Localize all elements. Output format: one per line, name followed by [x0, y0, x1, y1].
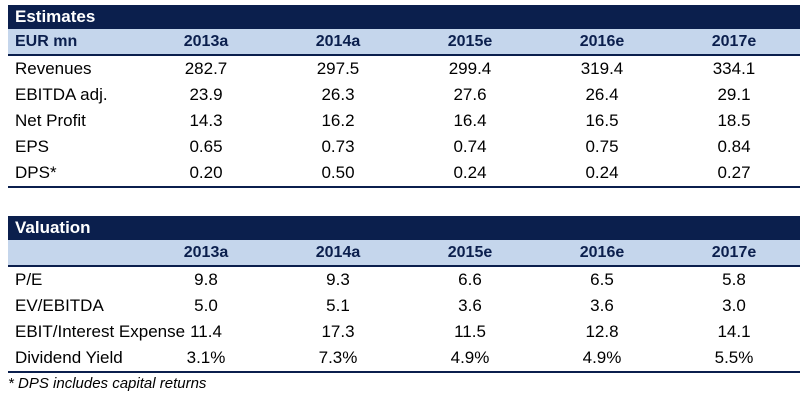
table-cell: 299.4: [448, 59, 492, 78]
table-row: Dividend Yield 3.1% 7.3% 4.9% 4.9% 5.5%: [8, 345, 800, 372]
row-label-net-profit: Net Profit: [15, 111, 86, 130]
table-cell: 14.1: [717, 322, 751, 341]
table-cell: 319.4: [580, 59, 624, 78]
table-cell: 3.1%: [186, 348, 226, 367]
table-cell: 11.4: [190, 322, 222, 341]
table-cell: 0.50: [321, 163, 355, 182]
row-label-dividend-yield: Dividend Yield: [15, 348, 123, 367]
table-row: Revenues 282.7 297.5 299.4 319.4 334.1: [8, 55, 800, 82]
table-cell: 5.8: [722, 270, 746, 289]
row-label-dps: DPS*: [15, 163, 57, 182]
table-row: Net Profit 14.3 16.2 16.4 16.5 18.5: [8, 108, 800, 134]
table-cell: 4.9%: [450, 348, 490, 367]
valuation-year-header: 2014a: [272, 240, 404, 267]
estimates-year-header: 2017e: [668, 29, 800, 56]
table-cell: 9.3: [326, 270, 350, 289]
table-cell: 3.6: [458, 296, 482, 315]
table-cell: 14.3: [189, 111, 223, 130]
table-cell: 0.65: [189, 137, 223, 156]
table-cell: 11.5: [454, 322, 486, 341]
estimates-header-row: EUR mn 2013a 2014a 2015e 2016e 2017e: [8, 29, 800, 56]
valuation-title-row: Valuation: [8, 216, 800, 240]
table-cell: 16.4: [453, 111, 487, 130]
table-cell: 7.3%: [318, 348, 358, 367]
estimates-title: Estimates: [8, 5, 800, 29]
table-cell: 17.3: [321, 322, 355, 341]
table-cell: 5.0: [194, 296, 218, 315]
table-cell: 26.4: [585, 85, 619, 104]
estimates-unit-label: EUR mn: [8, 29, 140, 56]
valuation-unit-label: [8, 240, 140, 267]
table-row: EBIT/Interest Expense 11.4 17.3 11.5 12.…: [8, 319, 800, 345]
valuation-year-header: 2017e: [668, 240, 800, 267]
table-cell: 3.0: [722, 296, 746, 315]
table-cell: 16.5: [585, 111, 619, 130]
table-cell: 9.8: [194, 270, 218, 289]
estimates-table: Estimates EUR mn 2013a 2014a 2015e 2016e…: [8, 5, 800, 188]
table-cell: 0.84: [717, 137, 751, 156]
row-label-ev-ebitda: EV/EBITDA: [15, 296, 104, 315]
table-cell: 6.6: [458, 270, 482, 289]
estimates-year-header: 2016e: [536, 29, 668, 56]
table-cell: 0.75: [585, 137, 619, 156]
table-cell: 282.7: [184, 59, 228, 78]
table-cell: 0.24: [453, 163, 487, 182]
estimates-title-row: Estimates: [8, 5, 800, 29]
table-cell: 12.8: [585, 322, 619, 341]
table-cell: 0.27: [717, 163, 751, 182]
estimates-year-header: 2015e: [404, 29, 536, 56]
table-row: EPS 0.65 0.73 0.74 0.75 0.84: [8, 134, 800, 160]
row-label-eps: EPS: [15, 137, 50, 156]
table-cell: 16.2: [321, 111, 355, 130]
table-cell: 6.5: [590, 270, 614, 289]
table-row: EV/EBITDA 5.0 5.1 3.6 3.6 3.0: [8, 293, 800, 319]
table-cell: 4.9%: [582, 348, 622, 367]
footnote: * DPS includes capital returns: [8, 375, 207, 392]
valuation-table: Valuation 2013a 2014a 2015e 2016e 2017e …: [8, 216, 800, 373]
table-cell: 18.5: [717, 111, 751, 130]
table-cell: 23.9: [189, 85, 223, 104]
table-cell: 0.73: [321, 137, 355, 156]
table-cell: 0.74: [453, 137, 487, 156]
table-cell: 5.1: [326, 296, 350, 315]
table-row: DPS* 0.20 0.50 0.24 0.24 0.27: [8, 160, 800, 187]
valuation-title: Valuation: [8, 216, 800, 240]
row-label-ebitda: EBITDA adj.: [15, 85, 108, 104]
valuation-year-header: 2015e: [404, 240, 536, 267]
table-cell: 0.20: [189, 163, 223, 182]
row-label-ebit-interest: EBIT/Interest Expense: [15, 322, 186, 341]
row-label-pe: P/E: [15, 270, 43, 289]
table-cell: 5.5%: [714, 348, 754, 367]
table-cell: 0.24: [585, 163, 619, 182]
row-label-revenues: Revenues: [15, 59, 92, 78]
table-cell: 29.1: [717, 85, 751, 104]
valuation-header-row: 2013a 2014a 2015e 2016e 2017e: [8, 240, 800, 267]
table-cell: 334.1: [712, 59, 756, 78]
estimates-year-header: 2014a: [272, 29, 404, 56]
valuation-year-header: 2016e: [536, 240, 668, 267]
table-row: EBITDA adj. 23.9 26.3 27.6 26.4 29.1: [8, 82, 800, 108]
table-cell: 3.6: [590, 296, 614, 315]
table-cell: 27.6: [453, 85, 487, 104]
table-cell: 26.3: [321, 85, 355, 104]
table-cell: 297.5: [316, 59, 360, 78]
table-row: P/E 9.8 9.3 6.6 6.5 5.8: [8, 266, 800, 293]
estimates-year-header: 2013a: [140, 29, 272, 56]
valuation-year-header: 2013a: [140, 240, 272, 267]
